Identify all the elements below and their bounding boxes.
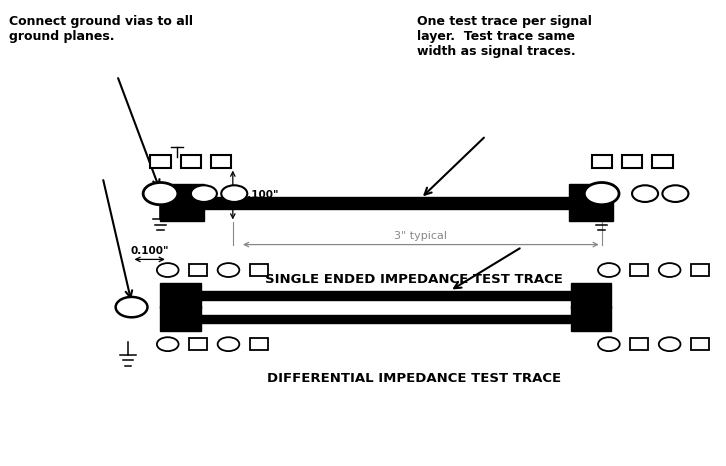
Bar <box>630 338 648 350</box>
Bar <box>160 185 204 221</box>
Bar <box>250 338 268 350</box>
Bar <box>592 155 612 168</box>
Bar <box>160 283 201 308</box>
Bar <box>160 306 201 331</box>
Bar <box>181 155 201 168</box>
Bar <box>250 264 268 276</box>
Circle shape <box>191 185 217 202</box>
Bar <box>652 155 672 168</box>
Text: 0.100": 0.100" <box>240 190 279 200</box>
Text: DIFFERENTIAL IMPEDANCE TEST TRACE: DIFFERENTIAL IMPEDANCE TEST TRACE <box>266 372 560 385</box>
Text: SINGLE ENDED IMPEDANCE TEST TRACE: SINGLE ENDED IMPEDANCE TEST TRACE <box>265 273 563 286</box>
Bar <box>189 264 207 276</box>
Circle shape <box>658 263 680 277</box>
Circle shape <box>598 337 620 351</box>
Circle shape <box>221 185 248 202</box>
Bar <box>630 264 648 276</box>
Bar <box>164 315 605 323</box>
Bar <box>571 306 611 331</box>
Circle shape <box>658 337 680 351</box>
Circle shape <box>157 337 179 351</box>
Text: Connect ground vias to all
ground planes.: Connect ground vias to all ground planes… <box>9 15 192 43</box>
Circle shape <box>662 185 688 202</box>
Circle shape <box>632 185 658 202</box>
Circle shape <box>218 337 240 351</box>
Bar <box>164 291 605 300</box>
Text: 0.100": 0.100" <box>131 246 169 256</box>
Bar <box>622 155 643 168</box>
Circle shape <box>584 183 619 205</box>
Circle shape <box>157 263 179 277</box>
Circle shape <box>115 297 147 317</box>
Text: 3" typical: 3" typical <box>394 231 447 241</box>
Circle shape <box>218 263 240 277</box>
Bar <box>150 155 171 168</box>
Bar <box>571 283 611 308</box>
Bar <box>211 155 232 168</box>
Circle shape <box>598 263 620 277</box>
Bar <box>189 338 207 350</box>
Bar <box>569 185 613 221</box>
Bar <box>691 264 709 276</box>
Text: One test trace per signal
layer.  Test trace same
width as signal traces.: One test trace per signal layer. Test tr… <box>417 15 592 58</box>
Bar <box>691 338 709 350</box>
Circle shape <box>143 183 178 205</box>
Bar <box>164 197 605 209</box>
